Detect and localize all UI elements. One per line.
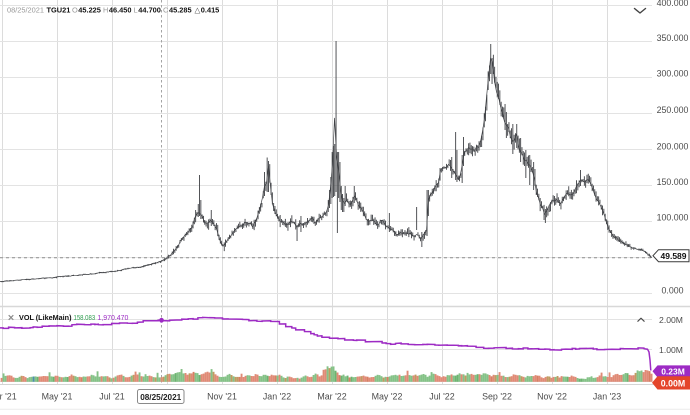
svg-text:Jul '22: Jul '22 <box>429 392 454 402</box>
svg-text:0.000: 0.000 <box>661 286 683 296</box>
svg-text:0.23M: 0.23M <box>661 366 685 376</box>
svg-text:Mar '22: Mar '22 <box>317 392 346 402</box>
svg-text:Sep '22: Sep '22 <box>482 392 512 402</box>
svg-text:2.00M: 2.00M <box>659 315 683 325</box>
svg-text:300.000: 300.000 <box>657 69 689 79</box>
svg-text:Jan '23: Jan '23 <box>593 392 621 402</box>
svg-text:100.000: 100.000 <box>657 212 689 222</box>
svg-text:250.000: 250.000 <box>657 105 689 115</box>
svg-text:Jan '22: Jan '22 <box>263 392 291 402</box>
svg-text:Mar '21: Mar '21 <box>0 392 17 402</box>
svg-text:Nov '21: Nov '21 <box>207 392 237 402</box>
svg-text:400.000: 400.000 <box>657 0 689 8</box>
svg-text:49.589: 49.589 <box>661 251 687 261</box>
svg-text:0.00M: 0.00M <box>661 378 685 388</box>
svg-text:May '22: May '22 <box>372 392 403 402</box>
svg-text:Jul '21: Jul '21 <box>99 392 124 402</box>
svg-text:350.000: 350.000 <box>657 33 689 43</box>
svg-text:200.000: 200.000 <box>657 142 689 152</box>
svg-text:Nov '22: Nov '22 <box>537 392 567 402</box>
svg-text:1.00M: 1.00M <box>659 345 683 355</box>
svg-text:May '21: May '21 <box>42 392 73 402</box>
svg-text:150.000: 150.000 <box>657 177 689 187</box>
svg-text:08/25/2021: 08/25/2021 <box>140 393 181 402</box>
